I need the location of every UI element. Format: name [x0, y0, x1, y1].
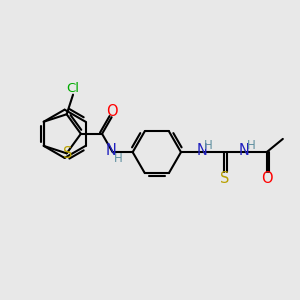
Text: S: S — [63, 146, 73, 161]
Text: Cl: Cl — [67, 82, 80, 95]
Text: H: H — [114, 152, 122, 165]
Text: N: N — [106, 143, 117, 158]
Text: O: O — [261, 171, 273, 186]
Text: N: N — [196, 143, 207, 158]
Text: O: O — [106, 104, 117, 119]
Text: N: N — [238, 143, 249, 158]
Text: S: S — [220, 171, 229, 186]
Text: H: H — [246, 139, 255, 152]
Text: H: H — [204, 139, 213, 152]
